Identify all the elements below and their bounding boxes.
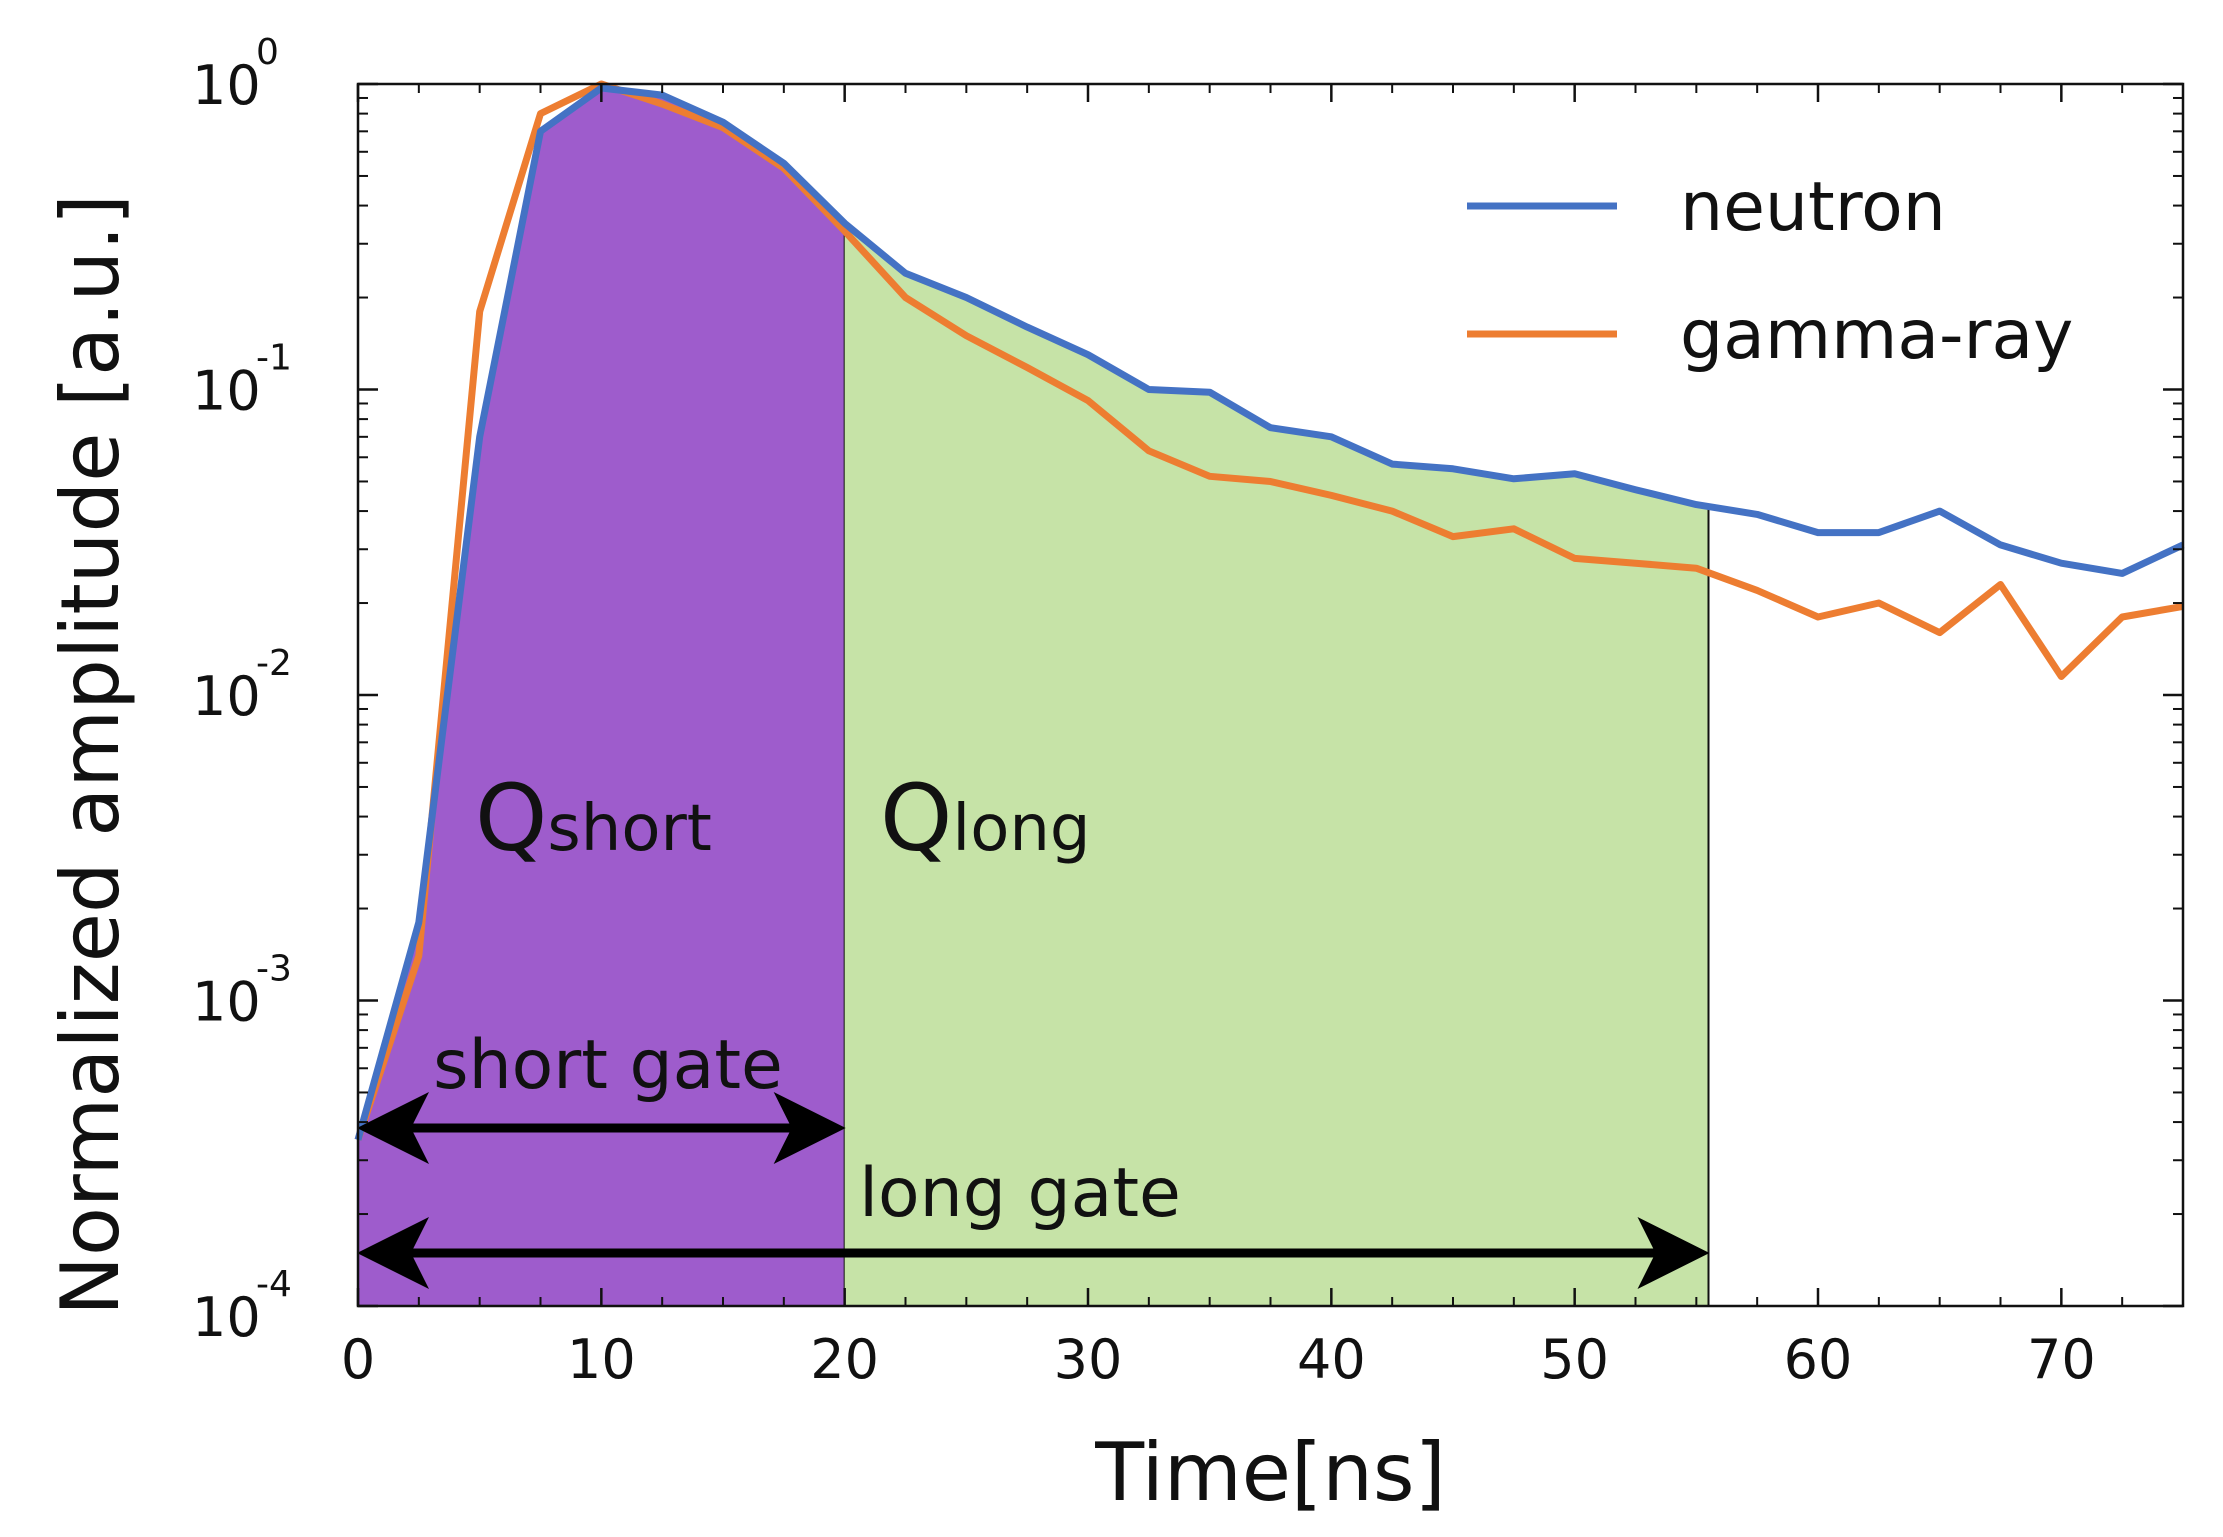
x-tick-label: 70 — [2027, 1328, 2096, 1391]
region-q-long — [844, 223, 1709, 1306]
y-tick-label: 10 — [192, 971, 261, 1034]
x-tick-label: 40 — [1297, 1328, 1366, 1391]
x-tick-label: 0 — [341, 1328, 375, 1391]
legend-label-gamma-ray: gamma-ray — [1680, 296, 2073, 375]
gate-label-short-gate: short gate — [433, 1026, 783, 1105]
y-tick-exponent: -4 — [256, 1264, 292, 1305]
series-line-neutron — [354, 84, 2185, 1141]
x-tick-label: 60 — [1784, 1328, 1853, 1391]
legend-label-neutron: neutron — [1680, 168, 1946, 247]
y-tick-label: 10 — [192, 1286, 261, 1349]
x-tick-label: 50 — [1540, 1328, 1609, 1391]
x-tick-label: 10 — [567, 1328, 636, 1391]
y-axis-title: Normalized amplitude [a.u.] — [44, 194, 137, 1316]
y-tick-exponent: 0 — [256, 32, 279, 73]
region-label-q-long: Qlong — [880, 765, 1091, 872]
x-axis-title: Time[ns] — [1094, 1426, 1446, 1519]
shaded-regions — [358, 88, 1710, 1306]
gate-arrows: short gate long gate — [357, 1026, 1710, 1289]
gate-label-long-gate: long gate — [859, 1154, 1181, 1233]
region-label-q-short: Qshort — [475, 765, 712, 872]
y-tick-exponent: -3 — [256, 949, 292, 990]
y-tick-label: 10 — [192, 360, 261, 423]
region-q-short — [358, 88, 845, 1306]
y-tick-exponent: -2 — [256, 643, 292, 684]
data-series — [354, 80, 2185, 1141]
x-tick-label: 20 — [810, 1328, 879, 1391]
y-tick-label: 10 — [192, 54, 261, 117]
x-tick-label: 30 — [1054, 1328, 1123, 1391]
y-tick-exponent: -1 — [256, 338, 292, 379]
legend: neutron gamma-ray — [1467, 168, 2073, 375]
y-tick-label: 10 — [192, 665, 261, 728]
region-labels: Qshort Qlong — [475, 765, 1091, 872]
series-line-gamma-ray — [354, 80, 2184, 1141]
x-axis: 0 10 20 30 40 50 60 70 — [341, 84, 2184, 1391]
